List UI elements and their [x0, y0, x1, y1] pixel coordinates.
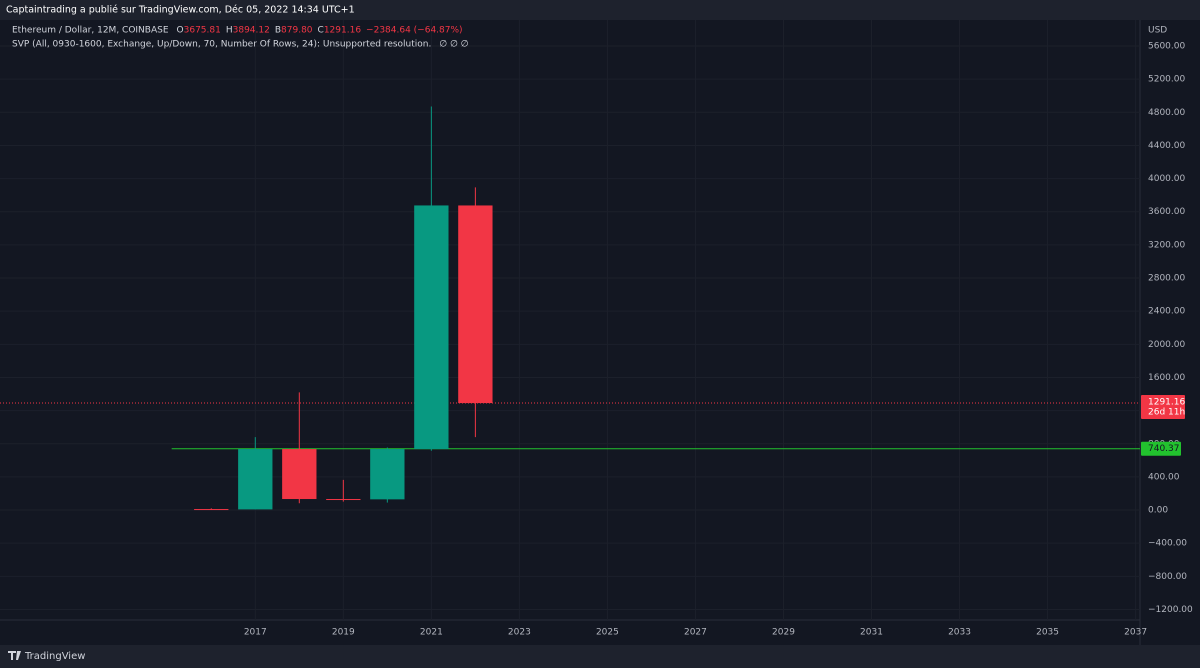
y-tick-label: 4000.00 [1148, 174, 1185, 184]
x-tick-label: 2023 [508, 628, 531, 638]
legend-key: O [177, 26, 184, 36]
x-tick-label: 2031 [860, 628, 883, 638]
y-tick-label: 3200.00 [1148, 240, 1185, 250]
x-tick-label: 2019 [332, 628, 355, 638]
candle-body [282, 449, 317, 500]
y-tick-label: 5600.00 [1148, 42, 1185, 52]
last-price-tag [1141, 395, 1185, 420]
x-tick-label: 2029 [772, 628, 795, 638]
logo [8, 651, 21, 660]
legend: Ethereum / Dollar, 12M, COINBASE O 3675.81… [12, 26, 469, 50]
y-tick-label: 2800.00 [1148, 274, 1185, 284]
y-tick-label: −1200.00 [1148, 605, 1193, 615]
legend-key: B [275, 26, 281, 36]
legend-title: Ethereum / Dollar, 12M, COINBASE [12, 26, 169, 36]
legend-value: 1291.16 [324, 26, 361, 36]
y-tick-label: −400.00 [1148, 539, 1187, 549]
candle-body [326, 499, 361, 501]
x-tick-label: 2021 [420, 628, 443, 638]
candle-body [194, 509, 229, 511]
x-tick-label: 2037 [1124, 628, 1147, 638]
y-tick-label: 4400.00 [1148, 141, 1185, 151]
last-price-label: 1291.16 [1148, 398, 1185, 408]
y-tick-label: 3600.00 [1148, 207, 1185, 217]
y-tick-label: 2000.00 [1148, 340, 1185, 350]
indicator-label: SVP (All, 0930-1600, Exchange, Up/Down, … [12, 40, 431, 50]
candle-body [414, 205, 449, 450]
x-tick-label: 2035 [1036, 628, 1059, 638]
legend-change: −2384.64 (−64.87%) [366, 26, 463, 36]
footer-bar [0, 645, 1200, 668]
candle-body [370, 449, 405, 500]
legend-value: 3675.81 [184, 26, 221, 36]
candle-body [458, 205, 493, 404]
y-tick-label: 400.00 [1148, 472, 1180, 482]
y-tick-label: 1600.00 [1148, 373, 1185, 383]
top-bar [0, 0, 1200, 20]
x-tick-label: 2033 [948, 628, 971, 638]
hline-tag [1141, 441, 1181, 456]
currency: USD [1148, 26, 1167, 36]
y-tick-label: 0.00 [1148, 506, 1168, 516]
legend-value: 3894.12 [233, 26, 270, 36]
y-tick-label: 2400.00 [1148, 307, 1185, 317]
legend-value: 879.80 [281, 26, 313, 36]
x-tick-label: 2025 [596, 628, 619, 638]
publisher: Captaintrading a publié sur TradingView.… [6, 5, 355, 16]
countdown-label: 26d 11h [1148, 408, 1185, 418]
footer-brand: TradingView [24, 651, 85, 662]
x-tick-label: 2017 [244, 628, 267, 638]
y-tick-label: −800.00 [1148, 572, 1187, 582]
legend-key: H [226, 26, 233, 36]
x-tick-label: 2027 [684, 628, 707, 638]
indicator-values: ∅ ∅ ∅ [439, 40, 468, 50]
hline-tag-label: 740.37 [1148, 444, 1180, 454]
candle-body [238, 449, 273, 510]
y-tick-label: 4800.00 [1148, 108, 1185, 118]
y-tick-label: 5200.00 [1148, 75, 1185, 85]
legend-key: C [318, 26, 324, 36]
